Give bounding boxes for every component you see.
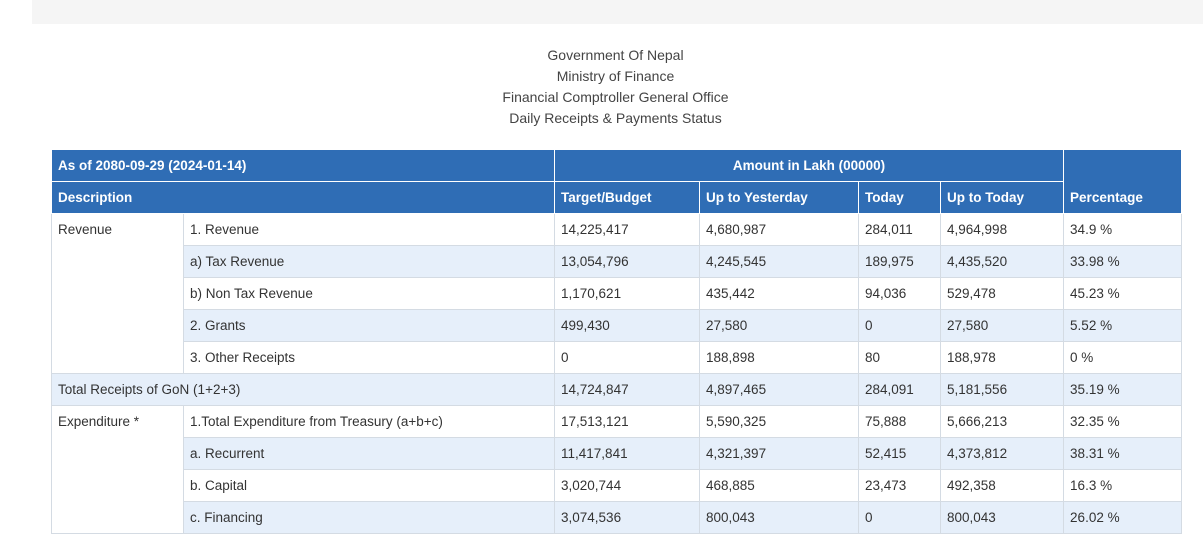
cell-today: 284,091 bbox=[858, 373, 942, 406]
cell-target: 3,074,536 bbox=[554, 501, 701, 534]
table-row: Expenditure * 1.Total Expenditure from T… bbox=[51, 405, 1183, 534]
cell-yesterday: 4,321,397 bbox=[699, 437, 860, 470]
cell-up-to-today: 492,358 bbox=[940, 469, 1065, 502]
cell-today: 23,473 bbox=[858, 469, 942, 502]
as-of-date-header: As of 2080-09-29 (2024-01-14) bbox=[50, 149, 556, 182]
row-label: 3. Other Receipts bbox=[182, 341, 556, 374]
receipts-payments-table: As of 2080-09-29 (2024-01-14) Amount in … bbox=[50, 149, 1183, 534]
cell-up-to-today: 5,666,213 bbox=[940, 405, 1065, 438]
cell-target: 499,430 bbox=[554, 309, 701, 342]
cell-today: 0 bbox=[858, 501, 942, 534]
table-row: c. Financing 3,074,536 800,043 0 800,043… bbox=[52, 501, 1183, 534]
amount-unit-header: Amount in Lakh (00000) bbox=[554, 149, 1065, 182]
cell-percentage: 0 % bbox=[1063, 341, 1183, 374]
cell-percentage: 45.23 % bbox=[1063, 277, 1183, 310]
row-label: a) Tax Revenue bbox=[182, 245, 556, 278]
cell-yesterday: 5,590,325 bbox=[699, 405, 860, 438]
heading-report-title: Daily Receipts & Payments Status bbox=[509, 110, 722, 126]
cell-percentage: 35.19 % bbox=[1063, 373, 1183, 406]
cell-yesterday: 435,442 bbox=[699, 277, 860, 310]
row-label: 1.Total Expenditure from Treasury (a+b+c… bbox=[182, 405, 556, 438]
cell-up-to-today: 4,435,520 bbox=[940, 245, 1065, 278]
cell-today: 75,888 bbox=[858, 405, 942, 438]
table-row: Revenue 1. Revenue 14,225,417 4,680,987 … bbox=[51, 213, 1183, 374]
cell-up-to-today: 188,978 bbox=[940, 341, 1065, 374]
cell-percentage: 34.9 % bbox=[1063, 213, 1183, 246]
column-header-description: Description bbox=[50, 181, 556, 214]
table-row: 2. Grants 499,430 27,580 0 27,580 5.52 % bbox=[52, 309, 1183, 342]
cell-yesterday: 4,245,545 bbox=[699, 245, 860, 278]
cell-target: 13,054,796 bbox=[554, 245, 701, 278]
cell-today: 189,975 bbox=[858, 245, 942, 278]
cell-percentage: 32.35 % bbox=[1063, 405, 1183, 438]
cell-percentage: 38.31 % bbox=[1063, 437, 1183, 470]
cell-today: 80 bbox=[858, 341, 942, 374]
cell-target: 3,020,744 bbox=[554, 469, 701, 502]
heading-office: Financial Comptroller General Office bbox=[502, 89, 729, 105]
row-label: c. Financing bbox=[182, 501, 556, 534]
cell-up-to-today: 5,181,556 bbox=[940, 373, 1065, 406]
row-label: Total Receipts of GoN (1+2+3) bbox=[50, 373, 556, 406]
cell-target: 11,417,841 bbox=[554, 437, 701, 470]
table-row: a. Recurrent 11,417,841 4,321,397 52,415… bbox=[52, 437, 1183, 470]
row-label: 2. Grants bbox=[182, 309, 556, 342]
cell-up-to-today: 800,043 bbox=[940, 501, 1065, 534]
cell-today: 284,011 bbox=[858, 213, 942, 246]
column-header-yesterday: Up to Yesterday bbox=[699, 181, 860, 214]
cell-today: 52,415 bbox=[858, 437, 942, 470]
cell-up-to-today: 529,478 bbox=[940, 277, 1065, 310]
heading-ministry: Ministry of Finance bbox=[556, 68, 675, 84]
cell-target: 17,513,121 bbox=[554, 405, 701, 438]
column-header-percentage: Percentage bbox=[1063, 149, 1183, 214]
cell-yesterday: 27,580 bbox=[699, 309, 860, 342]
row-label: b) Non Tax Revenue bbox=[182, 277, 556, 310]
table-row: b) Non Tax Revenue 1,170,621 435,442 94,… bbox=[52, 277, 1183, 310]
table-row: b. Capital 3,020,744 468,885 23,473 492,… bbox=[52, 469, 1183, 502]
cell-yesterday: 800,043 bbox=[699, 501, 860, 534]
cell-up-to-today: 27,580 bbox=[940, 309, 1065, 342]
row-label: a. Recurrent bbox=[182, 437, 556, 470]
column-header-up-to-today: Up to Today bbox=[940, 181, 1065, 214]
cell-percentage: 5.52 % bbox=[1063, 309, 1183, 342]
cell-today: 0 bbox=[858, 309, 942, 342]
column-header-today: Today bbox=[858, 181, 942, 214]
table-row-total: Total Receipts of GoN (1+2+3) 14,724,847… bbox=[50, 373, 1183, 406]
cell-percentage: 33.98 % bbox=[1063, 245, 1183, 278]
report-heading: Government Of Nepal Ministry of Finance … bbox=[0, 45, 1203, 129]
table-row: 3. Other Receipts 0 188,898 80 188,978 0… bbox=[52, 341, 1183, 374]
table-row: a) Tax Revenue 13,054,796 4,245,545 189,… bbox=[52, 245, 1183, 278]
cell-up-to-today: 4,373,812 bbox=[940, 437, 1065, 470]
cell-yesterday: 468,885 bbox=[699, 469, 860, 502]
cell-target: 14,724,847 bbox=[554, 373, 701, 406]
cell-percentage: 26.02 % bbox=[1063, 501, 1183, 534]
cell-target: 14,225,417 bbox=[554, 213, 701, 246]
cell-yesterday: 4,680,987 bbox=[699, 213, 860, 246]
heading-government: Government Of Nepal bbox=[547, 47, 684, 63]
group-label-expenditure: Expenditure * bbox=[51, 405, 184, 534]
row-label: 1. Revenue bbox=[182, 213, 556, 246]
cell-up-to-today: 4,964,998 bbox=[940, 213, 1065, 246]
top-bar bbox=[32, 0, 1203, 24]
cell-target: 1,170,621 bbox=[554, 277, 701, 310]
cell-percentage: 16.3 % bbox=[1063, 469, 1183, 502]
row-label: b. Capital bbox=[182, 469, 556, 502]
cell-target: 0 bbox=[554, 341, 701, 374]
cell-yesterday: 188,898 bbox=[699, 341, 860, 374]
cell-today: 94,036 bbox=[858, 277, 942, 310]
group-label-revenue: Revenue bbox=[51, 213, 184, 374]
column-header-target: Target/Budget bbox=[554, 181, 701, 214]
cell-yesterday: 4,897,465 bbox=[699, 373, 860, 406]
